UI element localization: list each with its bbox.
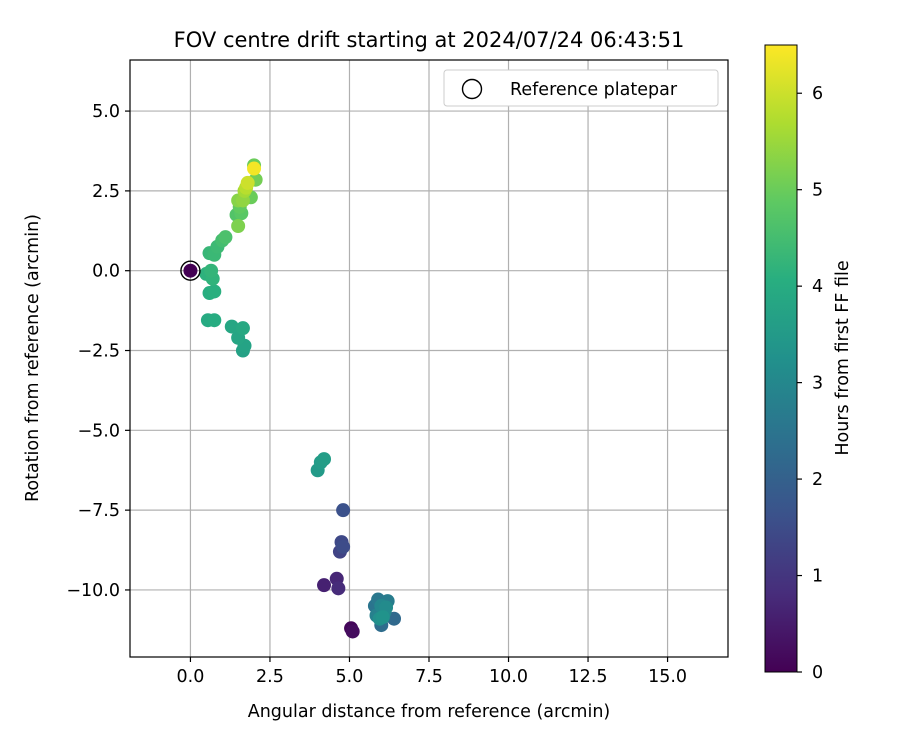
colorbar-tick-label: 3 — [812, 374, 823, 394]
legend: Reference platepar — [443, 69, 719, 107]
y-tick-label: 0.0 — [92, 262, 120, 282]
x-axis-label: Angular distance from reference (arcmin) — [248, 702, 611, 722]
colorbar-tick-label: 6 — [812, 84, 823, 104]
data-point — [336, 539, 351, 554]
y-tick-label: −2.5 — [78, 342, 121, 362]
x-tick-label: 0.0 — [177, 667, 205, 687]
data-point — [336, 503, 351, 518]
data-point — [207, 313, 222, 328]
chart-title: FOV centre drift starting at 2024/07/24 … — [174, 28, 685, 52]
colorbar-gradient — [764, 44, 798, 673]
data-point — [331, 581, 346, 596]
y-tick-label: −5.0 — [78, 421, 121, 441]
x-tick-label: 7.5 — [415, 667, 443, 687]
colorbar-tick-label: 2 — [812, 470, 823, 490]
colorbar-label: Hours from first FF file — [833, 260, 853, 455]
y-axis-ticks: 5.0 2.5 0.0 −2.5 −5.0 −7.5 −10.0 — [66, 102, 130, 601]
legend-box — [443, 69, 719, 107]
data-point — [247, 161, 262, 176]
grid — [130, 60, 728, 657]
y-tick-label: 5.0 — [92, 102, 120, 122]
y-tick-label: −7.5 — [78, 501, 121, 521]
data-point — [375, 610, 390, 625]
data-point — [345, 624, 360, 639]
colorbar-tick-label: 4 — [812, 277, 823, 297]
legend-label: Reference platepar — [510, 80, 678, 100]
legend-marker-icon — [461, 78, 483, 100]
x-tick-label: 10.0 — [489, 667, 528, 687]
colorbar-tick-label: 1 — [812, 567, 823, 587]
x-tick-label: 15.0 — [648, 667, 687, 687]
reference-marker — [180, 260, 201, 281]
data-point — [218, 230, 233, 245]
data-point — [183, 263, 198, 278]
data-point — [317, 452, 332, 467]
data-points — [183, 158, 402, 639]
x-axis-ticks: 0.0 2.5 5.0 7.5 10.0 12.5 15.0 — [177, 657, 687, 687]
colorbar-ticks: 0 1 2 3 4 5 6 — [797, 84, 823, 683]
data-point — [224, 319, 239, 334]
data-point — [317, 578, 332, 593]
data-point — [235, 321, 250, 336]
colorbar-tick-label: 0 — [812, 663, 823, 683]
y-axis-label: Rotation from reference (arcmin) — [23, 214, 43, 502]
data-point — [207, 284, 222, 299]
colorbar-tick-label: 5 — [812, 181, 823, 201]
data-point — [204, 263, 219, 278]
x-tick-label: 12.5 — [569, 667, 608, 687]
y-tick-label: 2.5 — [92, 182, 120, 202]
y-tick-label: −10.0 — [66, 581, 120, 601]
reference-platepar-marker — [180, 260, 201, 281]
x-tick-label: 5.0 — [336, 667, 364, 687]
x-tick-label: 2.5 — [256, 667, 284, 687]
data-point — [231, 219, 246, 234]
colorbar: 0 1 2 3 4 5 6 Hours from first FF file — [764, 44, 853, 683]
data-point — [240, 175, 255, 190]
